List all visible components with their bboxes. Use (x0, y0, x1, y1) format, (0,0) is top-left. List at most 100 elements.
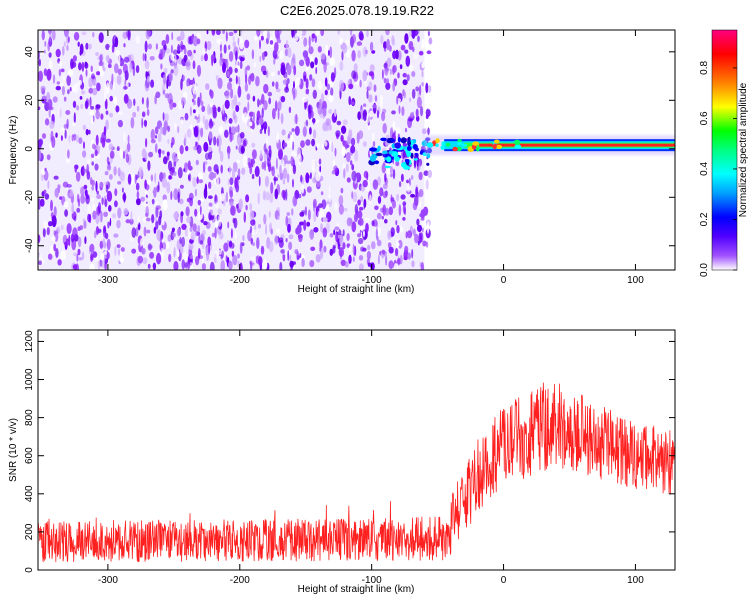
heatmap-noise-cell (142, 217, 148, 222)
heatmap-noise-cell (249, 121, 253, 127)
heatmap-noise-cell (398, 105, 401, 114)
heatmap-noise-cell (227, 221, 230, 229)
heatmap-noise-cell (170, 190, 173, 201)
heatmap-noise-cell (397, 239, 403, 249)
heatmap-noise-cell (334, 241, 338, 247)
heatmap-noise-cell (365, 222, 369, 233)
heatmap-noise-cell (186, 216, 192, 223)
heatmap-noise-cell (327, 49, 330, 56)
heatmap-noise-cell (85, 42, 89, 50)
heatmap-transition-cell (403, 165, 411, 170)
heatmap-transition-cell (374, 160, 380, 165)
heatmap-noise-cell (286, 212, 291, 216)
heatmap-noise-cell (227, 152, 230, 160)
heatmap-noise-cell (162, 194, 167, 201)
heatmap-noise-cell (96, 190, 99, 195)
heatmap-noise-cell (363, 198, 367, 208)
heatmap-noise-cell (422, 128, 427, 135)
heatmap-noise-cell (211, 232, 216, 238)
heatmap-noise-cell (130, 210, 133, 222)
heatmap-noise-cell (113, 95, 118, 105)
heatmap-noise-cell (408, 40, 414, 51)
snr-y-tick-label: 800 (24, 409, 35, 426)
heatmap-noise-cell (147, 263, 151, 269)
heatmap-noise-cell (216, 30, 221, 36)
heatmap-noise-cell (404, 49, 409, 54)
heatmap-noise-cell (200, 127, 204, 138)
heatmap-noise-cell (283, 142, 288, 148)
heatmap-noise-cell (192, 35, 199, 47)
heatmap-noise-cell (362, 46, 368, 57)
heatmap-signal-cell (461, 143, 468, 147)
heatmap-noise-cell (81, 61, 85, 72)
heatmap-noise-cell (131, 248, 137, 254)
heatmap-noise-cell (214, 221, 219, 228)
heatmap-noise-cell (223, 44, 227, 54)
heatmap-noise-cell (126, 142, 131, 152)
heatmap-noise-cell (85, 69, 88, 77)
heatmap-noise-cell (185, 206, 190, 217)
heatmap-noise-cell (91, 73, 95, 79)
heatmap-noise-cell (376, 239, 382, 247)
heatmap-noise-cell (388, 260, 394, 270)
heatmap-noise-cell (88, 77, 93, 88)
heatmap-noise-cell (201, 105, 206, 113)
heatmap-noise-cell (411, 248, 414, 259)
heatmap-noise-cell (204, 152, 210, 161)
heatmap-noise-cell (66, 118, 69, 130)
heatmap-noise-cell (153, 226, 157, 234)
heatmap-noise-cell (229, 165, 232, 175)
heatmap-noise-cell (351, 34, 356, 44)
heatmap-noise-cell (427, 212, 431, 219)
heatmap-noise-cell (135, 34, 140, 45)
heatmap-noise-cell (64, 129, 67, 139)
heatmap-noise-cell (292, 178, 294, 188)
heatmap-noise-cell (104, 98, 108, 110)
heatmap-noise-cell (285, 215, 289, 227)
heatmap-noise-cell (357, 237, 364, 245)
heatmap-noise-cell (123, 192, 126, 203)
spectrogram-x-tick-label: -100 (362, 275, 382, 286)
heatmap-noise-cell (396, 193, 399, 202)
heatmap-noise-cell (51, 136, 56, 148)
heatmap-noise-cell (306, 221, 311, 227)
heatmap-noise-cell (396, 225, 400, 234)
heatmap-noise-cell (241, 167, 246, 175)
heatmap-noise-cell (106, 82, 110, 95)
heatmap-noise-cell (144, 197, 149, 203)
snr-y-tick-label: 0 (24, 567, 35, 573)
heatmap-noise-cell (267, 126, 270, 137)
heatmap-noise-cell (75, 134, 79, 143)
heatmap-noise-cell (280, 95, 286, 103)
heatmap-noise-cell (141, 97, 144, 105)
heatmap-noise-cell (334, 226, 340, 231)
heatmap-noise-cell (196, 64, 202, 77)
heatmap-noise-cell (46, 227, 50, 236)
heatmap-noise-cell (376, 235, 379, 241)
heatmap-noise-cell (366, 30, 369, 38)
heatmap-noise-cell (386, 163, 391, 175)
heatmap-noise-cell (135, 227, 139, 237)
heatmap-noise-cell (106, 251, 110, 260)
heatmap-noise-cell (282, 79, 288, 85)
heatmap-noise-cell (89, 263, 95, 270)
heatmap-noise-cell (81, 31, 87, 36)
heatmap-noise-cell (318, 203, 323, 209)
heatmap-marks (38, 30, 675, 270)
heatmap-noise-cell (188, 173, 192, 182)
heatmap-noise-cell (338, 204, 344, 215)
heatmap-noise-cell (351, 191, 354, 200)
heatmap-noise-cell (141, 247, 146, 255)
heatmap-noise-cell (173, 246, 176, 258)
heatmap-noise-cell (194, 115, 199, 120)
heatmap-transition-cell (413, 158, 419, 161)
heatmap-noise-cell (168, 71, 173, 83)
heatmap-noise-cell (184, 162, 188, 174)
heatmap-noise-cell (191, 236, 194, 241)
heatmap-noise-cell (192, 60, 196, 70)
heatmap-noise-cell (163, 156, 168, 165)
heatmap-noise-cell (291, 208, 294, 216)
heatmap-noise-cell (80, 103, 84, 109)
heatmap-transition-cell (412, 144, 418, 150)
